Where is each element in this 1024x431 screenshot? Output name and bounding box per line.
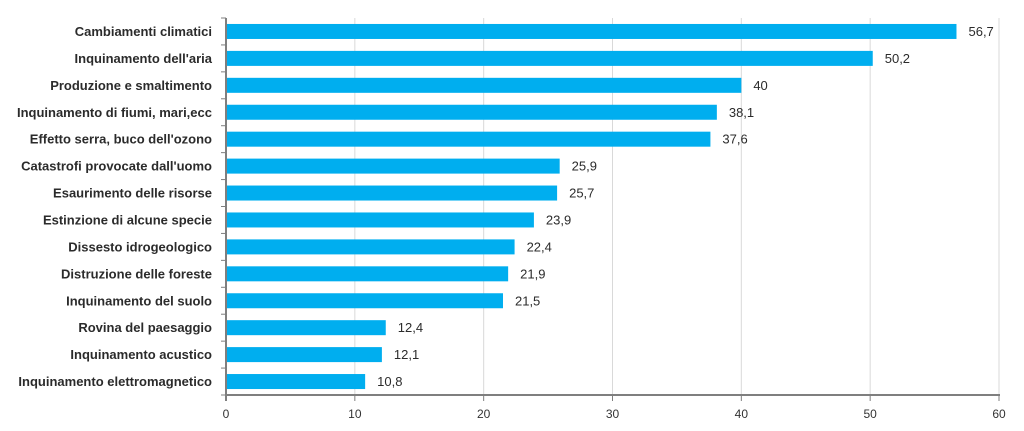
value-label-11: 12,4 xyxy=(398,320,423,335)
category-label-7: Estinzione di alcune specie xyxy=(43,212,212,227)
bar-7 xyxy=(226,212,534,228)
x-tick-label-6: 60 xyxy=(992,407,1006,421)
x-tick-label-1: 10 xyxy=(348,407,362,421)
bar-0 xyxy=(226,23,957,39)
grid-lines xyxy=(354,18,1000,395)
x-tick-labels: 0 10 20 30 40 50 60 xyxy=(223,407,1006,421)
value-label-13: 10,8 xyxy=(377,374,402,389)
bar-4 xyxy=(226,131,711,147)
value-label-5: 25,9 xyxy=(572,159,597,174)
bar-13 xyxy=(226,374,366,390)
value-label-2: 40 xyxy=(753,78,767,93)
bar-5 xyxy=(226,158,560,174)
bar-1 xyxy=(226,50,873,66)
bar-2 xyxy=(226,77,742,93)
value-label-12: 12,1 xyxy=(394,347,419,362)
category-label-0: Cambiamenti climatici xyxy=(75,24,212,39)
category-label-1: Inquinamento dell'aria xyxy=(75,51,213,66)
value-label-9: 21,9 xyxy=(520,266,545,281)
bar-3 xyxy=(226,104,717,120)
category-label-9: Distruzione delle foreste xyxy=(61,266,212,281)
value-labels: 56,7 50,2 40 38,1 37,6 25,9 25,7 23,9 22,4 21,9 21… xyxy=(377,24,994,389)
category-label-11: Rovina del paesaggio xyxy=(78,320,212,335)
axes xyxy=(221,17,1000,401)
x-tick-label-4: 40 xyxy=(735,407,749,421)
value-label-1: 50,2 xyxy=(885,51,910,66)
bar-12 xyxy=(226,347,382,363)
bar-10 xyxy=(226,293,503,309)
bars xyxy=(226,23,957,390)
bar-8 xyxy=(226,239,515,255)
category-label-3: Inquinamento di fiumi, mari,ecc xyxy=(17,105,212,120)
value-label-8: 22,4 xyxy=(527,239,552,254)
category-labels: Cambiamenti climatici Inquinamento dell'a… xyxy=(17,24,213,389)
value-label-4: 37,6 xyxy=(722,132,747,147)
category-label-5: Catastrofi provocate dall'uomo xyxy=(21,159,212,174)
value-label-7: 23,9 xyxy=(546,212,571,227)
bar-9 xyxy=(226,266,509,282)
bar-6 xyxy=(226,185,558,201)
value-label-3: 38,1 xyxy=(729,105,754,120)
category-label-13: Inquinamento elettromagnetico xyxy=(18,374,212,389)
value-label-6: 25,7 xyxy=(569,186,594,201)
x-tick-label-2: 20 xyxy=(477,407,491,421)
category-label-6: Esaurimento delle risorse xyxy=(53,186,212,201)
value-label-10: 21,5 xyxy=(515,293,540,308)
x-tick-label-3: 30 xyxy=(606,407,620,421)
value-label-0: 56,7 xyxy=(968,24,993,39)
x-tick-label-5: 50 xyxy=(863,407,877,421)
x-tick-label-0: 0 xyxy=(223,407,230,421)
category-label-8: Dissesto idrogeologico xyxy=(68,239,212,254)
category-label-2: Produzione e smaltimento xyxy=(50,78,212,93)
category-label-12: Inquinamento acustico xyxy=(70,347,212,362)
category-label-10: Inquinamento del suolo xyxy=(66,293,212,308)
category-label-4: Effetto serra, buco dell'ozono xyxy=(30,132,212,147)
bar-11 xyxy=(226,320,386,336)
